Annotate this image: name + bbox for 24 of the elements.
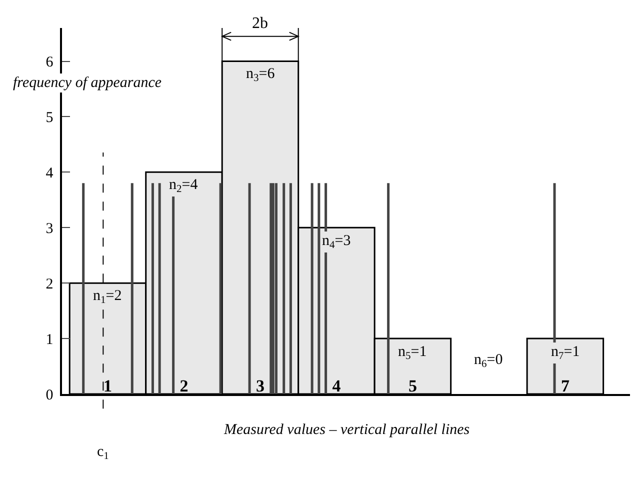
- y-tick-label: 4: [46, 165, 54, 182]
- y-tick-label: 2: [46, 276, 54, 292]
- x-axis-title: Measured values – vertical parallel lines: [223, 422, 470, 438]
- x-tick-label: 4: [332, 376, 342, 396]
- annotation: 2b: [252, 15, 268, 32]
- data-label: n$_{3}$=6: [246, 66, 276, 84]
- data-label: n$_{4}$=3: [322, 233, 351, 252]
- y-tick-label: 1: [46, 332, 54, 348]
- ref-line-label: c$_{1}$: [97, 444, 109, 462]
- y-tick-label: 0: [46, 387, 54, 404]
- y-tick-label: 6: [46, 54, 54, 71]
- data-label: n$_{5}$=1: [398, 344, 427, 362]
- x-tick-label: 1: [103, 376, 112, 396]
- y-axis-title: frequency of appearance: [13, 75, 162, 91]
- data-label: n$_{6}$=0: [474, 352, 503, 370]
- x-tick-label: 5: [408, 376, 417, 396]
- x-tick-label: 3: [256, 376, 264, 396]
- y-tick-label: 3: [46, 220, 54, 237]
- y-tick-label: 5: [46, 110, 54, 126]
- data-label: n$_{2}$=4: [169, 177, 198, 196]
- data-label: n$_{1}$=2: [93, 288, 122, 306]
- data-label: n$_{7}$=1: [551, 344, 580, 362]
- x-tick-label: 2: [180, 376, 188, 396]
- x-tick-label: 7: [560, 376, 570, 396]
